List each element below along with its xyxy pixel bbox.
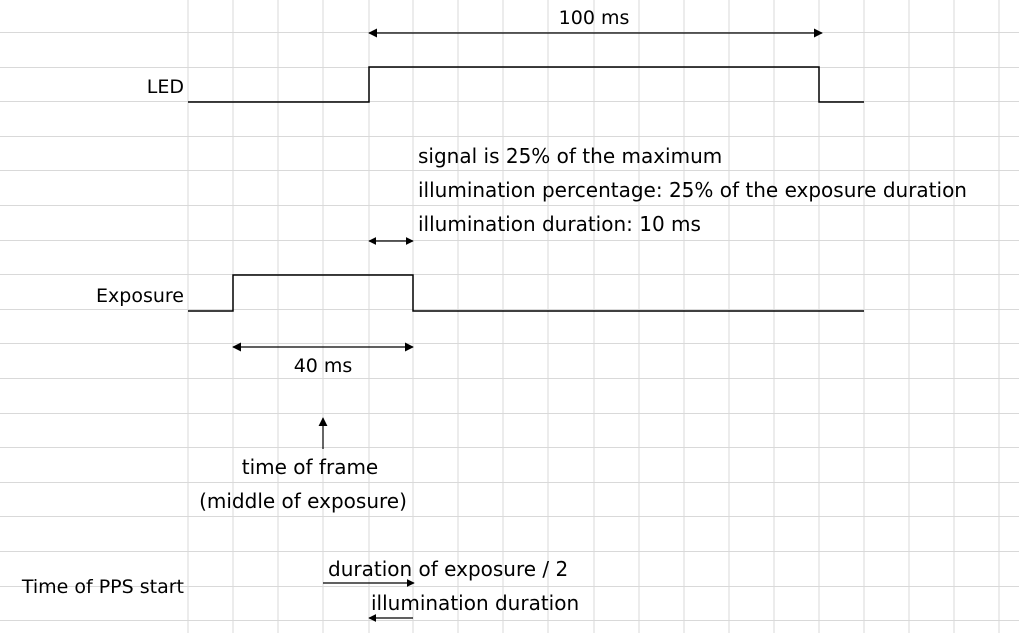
frame-time-label: time of frame [242,455,378,479]
illumination-percentage-note: illumination percentage: 25% of the expo… [418,178,967,202]
frame-time-sublabel: (middle of exposure) [199,489,407,513]
illumination-duration-note: illumination duration: 10 ms [418,212,701,236]
half-exposure-label: duration of exposure / 2 [328,557,568,581]
led-row-label: LED [147,76,184,98]
exposure-row-label: Exposure [96,285,184,307]
led-signal-waveform [188,66,864,103]
led-duration-label: 100 ms [559,7,630,29]
pps-illumination-label: illumination duration [371,591,579,615]
pps-row-label: Time of PPS start [21,576,184,598]
exposure-duration-label: 40 ms [294,355,353,377]
signal-level-note: signal is 25% of the maximum [418,144,722,168]
exposure-signal-waveform [188,274,864,312]
